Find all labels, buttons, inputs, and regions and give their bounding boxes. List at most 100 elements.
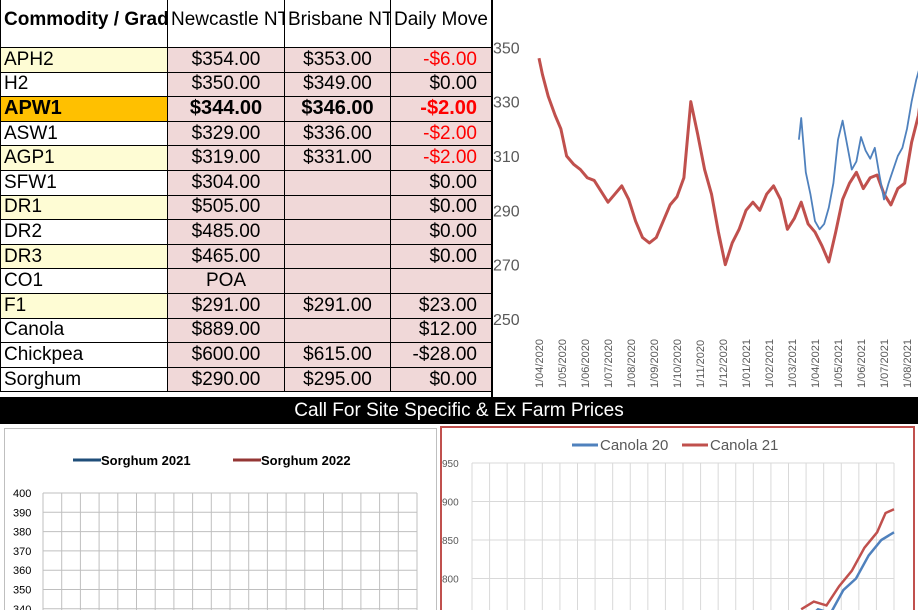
brisbane-price-cell [284,219,391,245]
brisbane-price-cell: $346.00 [284,96,391,122]
newcastle-price-cell: $505.00 [167,194,285,221]
x-tick-label: 1/01/2021 [741,339,753,388]
legend-label: Sorghum 2022 [261,453,351,468]
table-row: DR1 $505.00 $0.00 [0,194,492,221]
daily-move-cell: $0.00 [390,243,492,270]
series-line-red [537,57,918,267]
commodity-name-cell: CO1 [0,268,168,294]
header-daily-move: Daily Move NTL [390,0,492,48]
canola-chart-svg: Canola 20 Canola 21 800 850 900 950 [442,437,895,610]
x-tick-label: 1/07/2020 [603,339,615,388]
table-row: DR3 $465.00 $0.00 [0,243,492,270]
commodity-name-cell: Canola [0,317,168,344]
table-row: F1 $291.00 $291.00 $23.00 [0,292,492,319]
price-history-chart-svg: 250 270 290 310 330 350 370 1/04/2020 1/05/2020 1… [493,0,918,388]
commodity-name-cell: Chickpea [0,342,168,368]
newcastle-price-cell: $344.00 [167,96,285,122]
daily-move-cell: $0.00 [390,219,492,245]
newcastle-price-cell: $465.00 [167,243,285,270]
x-tick-label: 1/06/2020 [580,339,592,388]
y-tick-label: 800 [442,575,459,586]
commodity-name-cell: DR2 [0,219,168,245]
daily-move-cell: $0.00 [390,71,492,98]
commodity-name-cell: Sorghum [0,366,168,393]
newcastle-price-cell: $290.00 [167,366,285,393]
x-tick-label: 1/11/2020 [695,340,707,388]
header-brisbane: Brisbane NTP TRK [284,0,391,48]
commodity-name-cell: AGP1 [0,145,168,171]
y-tick-label: 360 [13,565,31,577]
table-body: APH2 $354.00 $353.00 -$6.00 H2 $350.00 $349.00… [0,47,492,393]
series-line-blue [798,70,918,231]
table-header-row: Commodity / Grade / NTP Newcastle NTP TR… [0,0,492,48]
brisbane-price-cell: $336.00 [284,120,391,147]
brisbane-price-cell: $615.00 [284,342,391,368]
price-table: Commodity / Grade / NTP Newcastle NTP TR… [0,0,492,393]
brisbane-price-cell [284,243,391,270]
series-line-red [800,508,895,610]
y-tick-label: 340 [13,604,31,610]
table-row: AGP1 $319.00 $331.00 -$2.00 [0,145,492,171]
x-tick-label: 1/07/2021 [879,339,891,388]
brisbane-price-cell [284,194,391,221]
series-line-blue [815,531,895,610]
daily-move-cell: $0.00 [390,194,492,221]
sorghum-chart-svg: Sorghum 2021 Sorghum 2022 340 350 360 370 380 3… [13,453,418,610]
y-tick-label: 370 [13,546,31,558]
newcastle-price-cell: $600.00 [167,342,285,368]
header-newcastle: Newcastle NTP TRK [167,0,285,48]
legend-label: Canola 21 [710,437,778,454]
table-row: APH2 $354.00 $353.00 -$6.00 [0,47,492,73]
daily-move-cell [390,268,492,294]
daily-move-cell: $0.00 [390,169,492,196]
daily-move-cell: $0.00 [390,366,492,393]
commodity-name-cell: ASW1 [0,120,168,147]
daily-move-cell: $12.00 [390,317,492,344]
price-history-chart: 250 270 290 310 330 350 370 1/04/2020 1/05/2020 1… [491,0,918,397]
newcastle-price-cell: $304.00 [167,169,285,196]
newcastle-price-cell: $889.00 [167,317,285,344]
brisbane-price-cell [284,169,391,196]
y-tick-label: 250 [493,312,520,329]
x-tick-label: 1/10/2020 [672,339,684,388]
canola-chart: Canola 20 Canola 21 800 850 900 950 [440,426,915,610]
y-tick-label: 400 [13,488,31,500]
y-tick-label: 900 [442,498,459,509]
daily-move-cell: $23.00 [390,292,492,319]
brisbane-price-cell: $353.00 [284,47,391,73]
y-tick-label: 290 [493,203,520,220]
table-row: Canola $889.00 $12.00 [0,317,492,344]
daily-move-cell: -$6.00 [390,47,492,73]
newcastle-price-cell: $329.00 [167,120,285,147]
brisbane-price-cell: $295.00 [284,366,391,393]
table-row: ASW1 $329.00 $336.00 -$2.00 [0,120,492,147]
sorghum-chart: Sorghum 2021 Sorghum 2022 340 350 360 370 380 3… [4,428,437,610]
x-tick-label: 1/09/2020 [649,339,661,388]
x-tick-label: 1/03/2021 [787,339,799,388]
x-tick-label: 1/08/2020 [626,339,638,388]
x-tick-label: 1/08/2021 [902,339,914,388]
table-row: DR2 $485.00 $0.00 [0,219,492,245]
table-row: Chickpea $600.00 $615.00 -$28.00 [0,342,492,368]
brisbane-price-cell: $291.00 [284,292,391,319]
y-tick-label: 950 [442,459,459,470]
x-tick-label: 1/12/2020 [718,339,730,388]
y-tick-label: 850 [442,536,459,547]
brisbane-price-cell [284,317,391,344]
brisbane-price-cell: $331.00 [284,145,391,171]
brisbane-price-cell [284,268,391,294]
commodity-name-cell: SFW1 [0,169,168,196]
commodity-name-cell: DR3 [0,243,168,270]
x-tick-label: 1/02/2021 [764,339,776,388]
y-tick-label: 390 [13,507,31,519]
daily-move-cell: -$2.00 [390,96,492,122]
daily-move-cell: -$2.00 [390,145,492,171]
x-tick-label: 1/04/2021 [810,339,822,388]
commodity-name-cell: H2 [0,71,168,98]
y-tick-label: 380 [13,527,31,539]
y-tick-label: 270 [493,258,520,275]
brisbane-price-cell: $349.00 [284,71,391,98]
table-row: CO1 POA [0,268,492,294]
commodity-name-cell: F1 [0,292,168,319]
header-commodity: Commodity / Grade / NTP [0,0,168,48]
